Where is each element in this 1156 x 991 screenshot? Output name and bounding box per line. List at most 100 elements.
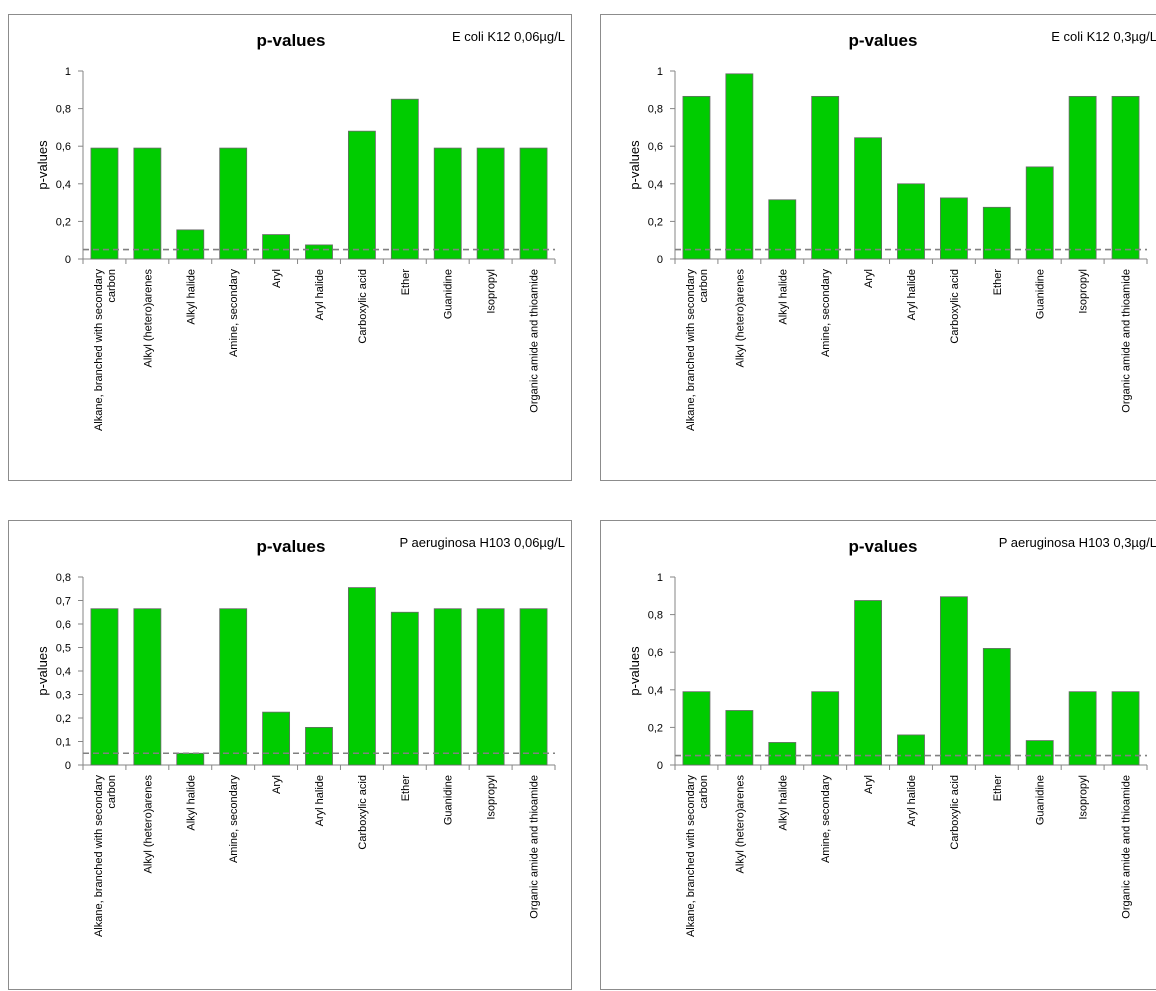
x-category-label: Alkyl (hetero)arenes (142, 775, 154, 874)
bar (347, 587, 376, 766)
x-category-label: Alkyl halide (185, 269, 197, 325)
x-category-label-line: Alkyl (hetero)arenes (142, 269, 154, 368)
x-category-label-line: Ether (400, 269, 412, 296)
y-tick-label: 0,6 (648, 141, 663, 153)
chart-subtitle: E coli K12 0,06µg/L (452, 29, 565, 44)
x-category-label: Ether (992, 269, 1004, 296)
x-category-label: Isopropyl (486, 775, 498, 820)
chart-title: p-values (849, 537, 918, 556)
y-tick-label: 0 (65, 254, 71, 266)
x-category-label-line: carbon (106, 269, 118, 303)
bar (219, 147, 248, 260)
bar (519, 147, 548, 260)
bar (682, 691, 711, 766)
x-category-label: Aryl halide (906, 269, 918, 320)
x-category-label-line: Carboxylic acid (357, 775, 369, 850)
bar (133, 608, 162, 766)
y-tick-label: 0,4 (648, 179, 663, 191)
x-category-label-line: Organic amide and thioamide (529, 775, 541, 919)
bar (939, 596, 968, 766)
x-category-label-line: Ether (400, 775, 412, 802)
x-category-label-line: Alkyl (hetero)arenes (734, 269, 746, 368)
x-category-label: Alkyl (hetero)arenes (734, 269, 746, 368)
x-category-label: Guanidine (1035, 775, 1047, 825)
x-category-label: Guanidine (443, 775, 455, 825)
x-category-label: Isopropyl (1078, 269, 1090, 314)
bar (811, 95, 840, 260)
bar (176, 229, 205, 260)
x-category-label-line: Ether (992, 775, 1004, 802)
x-category-label: Amine, secondary (820, 269, 832, 358)
y-axis-label: p-values (627, 140, 642, 190)
x-category-label-line: Amine, secondary (820, 269, 832, 358)
chart-panel-ecoli-03: p-values E coli K12 0,3µg/L p-values 0 0,2 0,… (600, 14, 1156, 481)
x-category-label-line: Aryl halide (314, 269, 326, 320)
chart-panel-ecoli-006: p-values E coli K12 0,06µg/L p-values 0 0,2 0… (8, 14, 572, 481)
bar (897, 183, 925, 260)
x-category-label: Alkane, branched with secondary carbon (93, 775, 118, 938)
x-category-label-line: Alkane, branched with secondary (93, 269, 105, 432)
x-category-label-line: Alkane, branched with secondary (685, 775, 697, 938)
x-category-label-line: Guanidine (1035, 269, 1047, 319)
bar (939, 197, 968, 260)
x-category-label: Ether (992, 775, 1004, 802)
y-tick-label: 0 (65, 760, 71, 772)
bar (725, 710, 754, 766)
chart-subtitle: P aeruginosa H103 0,06µg/L (399, 535, 565, 550)
x-category-label-line: Aryl (863, 269, 875, 288)
bar (305, 726, 333, 766)
x-category-label-line: Carboxylic acid (357, 269, 369, 344)
chart-subtitle: P aeruginosa H103 0,3µg/L (999, 535, 1156, 550)
x-category-label-line: Alkyl halide (777, 269, 789, 325)
bar (811, 691, 840, 766)
x-category-label: Isopropyl (1078, 775, 1090, 820)
x-category-label: Carboxylic acid (949, 269, 961, 344)
bar (433, 608, 462, 766)
y-tick-label: 0,8 (56, 104, 71, 116)
x-category-label: Aryl halide (906, 775, 918, 826)
chart-title: p-values (849, 31, 918, 50)
x-category-label-line: Alkane, branched with secondary (685, 269, 697, 432)
x-category-label: Guanidine (443, 269, 455, 319)
x-category-label-line: Aryl halide (906, 269, 918, 320)
bar (768, 199, 797, 260)
y-tick-label: 1 (657, 66, 663, 78)
y-tick-label: 0,2 (648, 722, 663, 734)
y-axis-label: p-values (35, 140, 50, 190)
x-category-label: Carboxylic acid (949, 775, 961, 850)
y-tick-label: 0 (657, 254, 663, 266)
x-category-label-line: Aryl (271, 775, 283, 794)
x-category-label-line: Carboxylic acid (949, 775, 961, 850)
x-category-label-line: Alkyl halide (777, 775, 789, 831)
y-tick-label: 0,8 (56, 572, 71, 584)
bar (1025, 166, 1054, 260)
x-category-label: Alkyl (hetero)arenes (142, 269, 154, 368)
bar (262, 234, 291, 260)
x-category-label: Aryl halide (314, 775, 326, 826)
bar-chart: p-values P aeruginosa H103 0,06µg/L p-valu… (35, 535, 565, 938)
x-category-label: Organic amide and thioamide (529, 269, 541, 413)
x-category-label-line: carbon (698, 269, 710, 303)
y-tick-label: 0,2 (56, 713, 71, 725)
x-category-label: Carboxylic acid (357, 775, 369, 850)
x-category-label-line: Isopropyl (1078, 775, 1090, 820)
x-category-label: Alkyl (hetero)arenes (734, 775, 746, 874)
y-tick-label: 0,5 (56, 643, 71, 655)
x-category-label-line: Ether (992, 269, 1004, 296)
x-category-label: Alkyl halide (777, 269, 789, 325)
bar (897, 734, 925, 766)
bar-chart: p-values P aeruginosa H103 0,3µg/L p-value… (627, 535, 1156, 938)
bar (347, 130, 376, 260)
bar-chart: p-values E coli K12 0,06µg/L p-values 0 0,2 0… (35, 29, 565, 432)
bar (390, 611, 419, 766)
x-category-label-line: Guanidine (443, 269, 455, 319)
x-category-label: Alkane, branched with secondary carbon (93, 269, 118, 432)
x-category-label: Guanidine (1035, 269, 1047, 319)
chart-subtitle: E coli K12 0,3µg/L (1051, 29, 1156, 44)
y-tick-label: 0,2 (56, 216, 71, 228)
bar (262, 711, 291, 766)
y-tick-label: 0,6 (56, 619, 71, 631)
x-category-label-line: Aryl halide (314, 775, 326, 826)
bar (390, 98, 419, 260)
x-category-label-line: Isopropyl (486, 269, 498, 314)
